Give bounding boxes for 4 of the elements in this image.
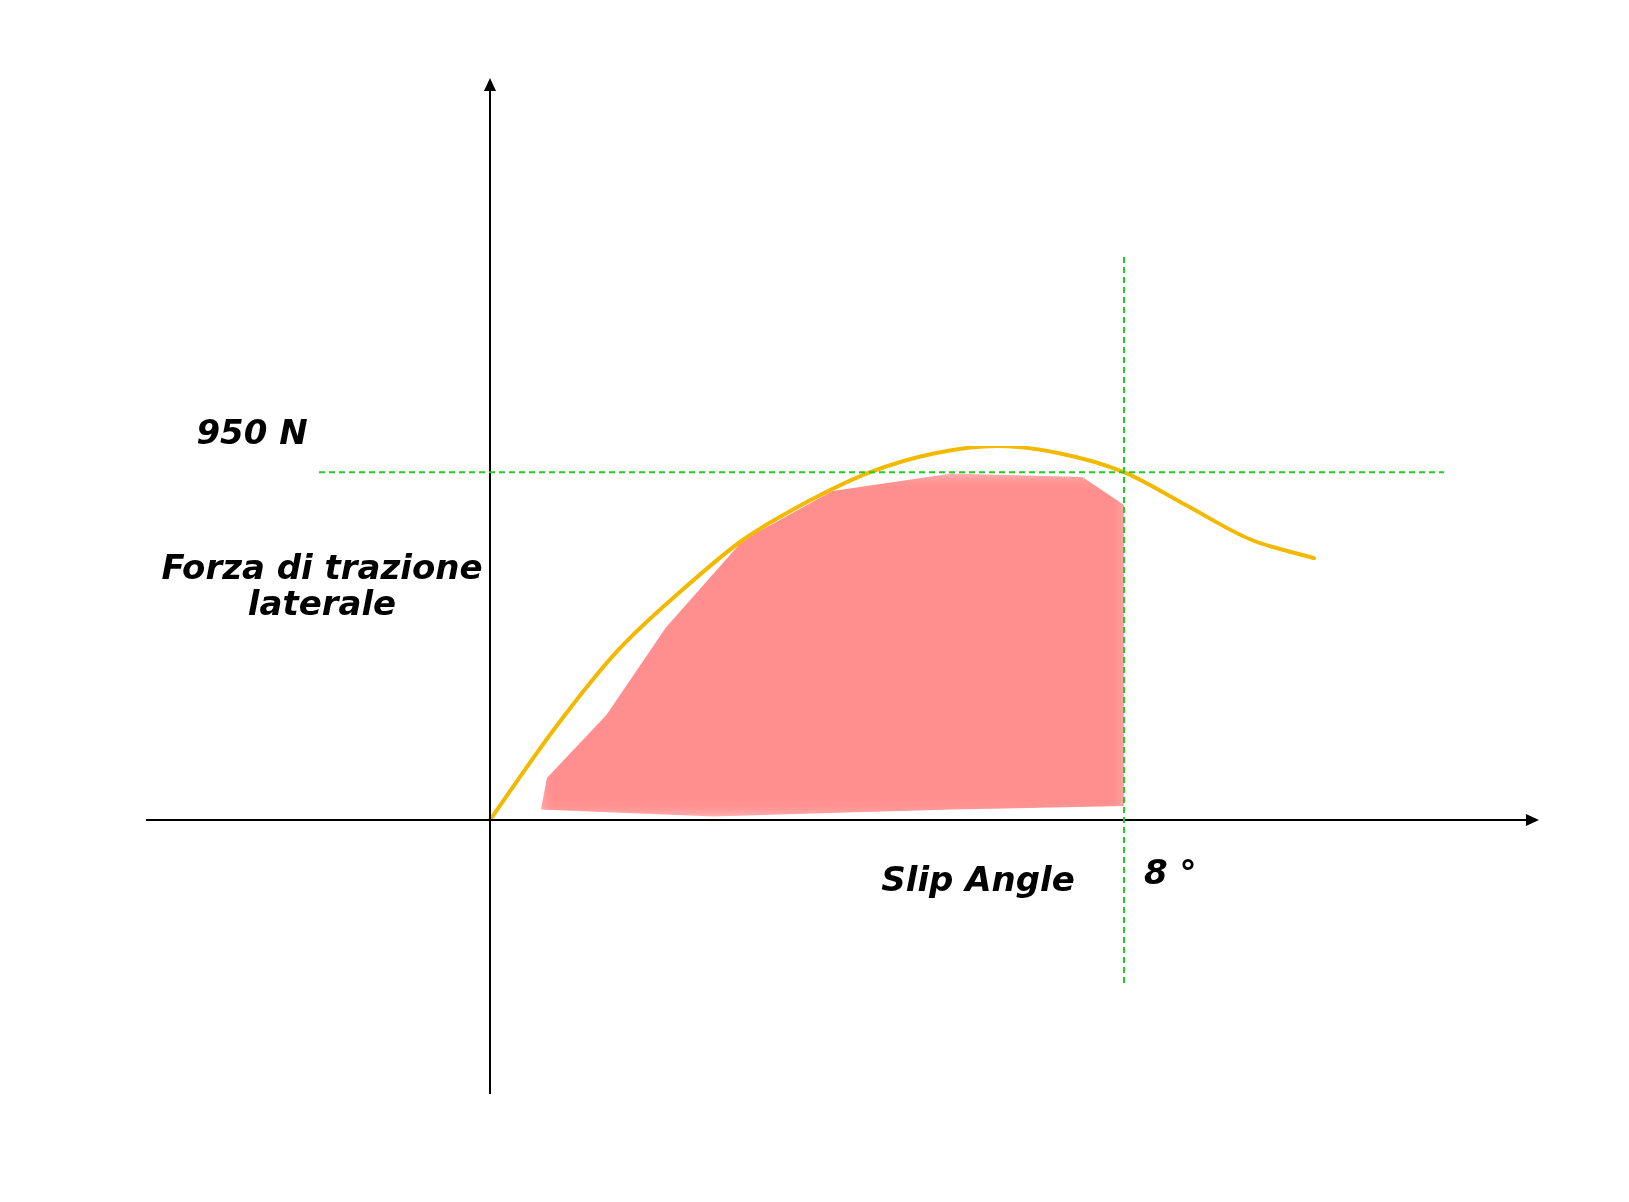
text: 8 ° (1144, 851, 1197, 892)
x-axis-title: Slip Angle (881, 858, 1075, 899)
y-axis-title: Forza di trazione laterale (161, 546, 483, 623)
ref-line-label: 950 N (196, 412, 308, 453)
